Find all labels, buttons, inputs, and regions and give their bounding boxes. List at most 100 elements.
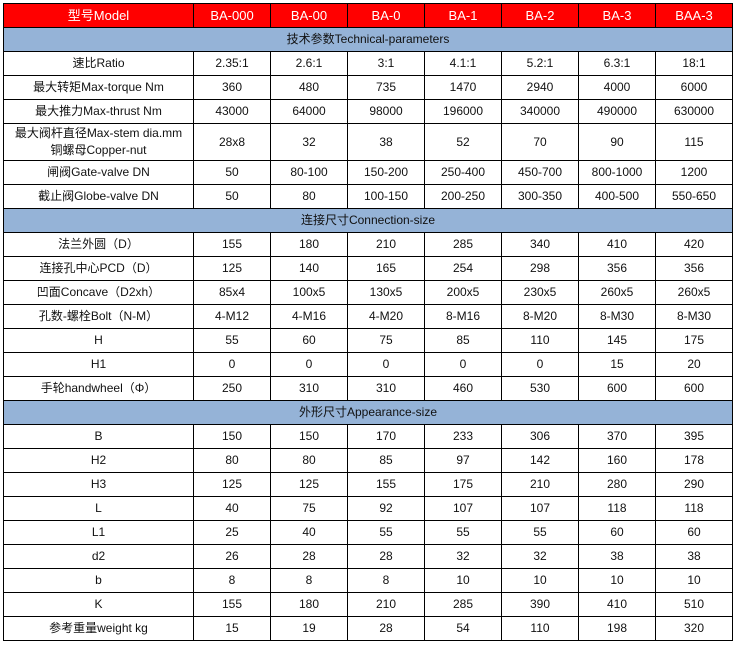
table-cell: 165: [347, 256, 425, 281]
table-row: 截止阀Globe-valve DN 50 80 100-150 200-250 300-3…: [3, 184, 733, 209]
table-row: 连接孔中心PCD（D） 125 140 165 254 298 356 356: [3, 256, 733, 281]
table-cell: 100-150: [347, 184, 425, 209]
table-cell: 85: [347, 448, 425, 473]
table-cell: 0: [270, 352, 348, 377]
table-cell: 360: [193, 75, 271, 100]
table-cell: 5.2:1: [501, 51, 579, 76]
table-cell: 20: [655, 352, 733, 377]
table-cell: 0: [424, 352, 502, 377]
table-cell: 125: [193, 256, 271, 281]
row-label: H: [3, 328, 194, 353]
table-cell: 97: [424, 448, 502, 473]
table-cell: 54: [424, 616, 502, 641]
table-cell: 356: [655, 256, 733, 281]
table-cell: 64000: [270, 99, 348, 124]
row-label: 最大推力Max-thrust Nm: [3, 99, 194, 124]
table-row: 孔数-螺栓Bolt（N-M） 4-M12 4-M16 4-M20 8-M16 8-M20 8…: [3, 304, 733, 329]
model-header-label: 型号Model: [3, 3, 194, 28]
table-cell: 160: [578, 448, 656, 473]
section-header-row: 技术参数Technical-parameters: [3, 27, 733, 52]
table-cell: 32: [501, 544, 579, 569]
table-cell: 8: [193, 568, 271, 593]
table-cell: 2.6:1: [270, 51, 348, 76]
table-cell: 8-M30: [578, 304, 656, 329]
table-cell: 230x5: [501, 280, 579, 305]
table-cell: 60: [578, 520, 656, 545]
table-cell: 80: [270, 448, 348, 473]
table-row: 速比Ratio 2.35:1 2.6:1 3:1 4.1:1 5.2:1 6.3:1 18:1: [3, 51, 733, 76]
table-cell: 390: [501, 592, 579, 617]
table-cell: 0: [193, 352, 271, 377]
table-cell: 196000: [424, 99, 502, 124]
table-cell: 107: [501, 496, 579, 521]
table-cell: 125: [270, 472, 348, 497]
model-header-ba-2: BA-2: [501, 3, 579, 28]
table-cell: 28: [347, 544, 425, 569]
table-cell: 85x4: [193, 280, 271, 305]
row-label: 最大转矩Max-torque Nm: [3, 75, 194, 100]
table-cell: 107: [424, 496, 502, 521]
table-cell: 80: [270, 184, 348, 209]
table-cell: 410: [578, 592, 656, 617]
table-cell: 55: [347, 520, 425, 545]
table-cell: 180: [270, 592, 348, 617]
table-cell: 85: [424, 328, 502, 353]
table-cell: 98000: [347, 99, 425, 124]
table-cell: 306: [501, 424, 579, 449]
table-row: L1 25 40 55 55 55 60 60: [3, 520, 733, 545]
table-cell: 175: [655, 328, 733, 353]
table-cell: 28: [270, 544, 348, 569]
table-cell: 1200: [655, 160, 733, 185]
table-cell: 320: [655, 616, 733, 641]
table-cell: 310: [270, 376, 348, 401]
table-cell: 100x5: [270, 280, 348, 305]
model-header-ba-000: BA-000: [193, 3, 271, 28]
table-cell: 92: [347, 496, 425, 521]
row-label: 凹面Concave（D2xh）: [3, 280, 194, 305]
table-row: 最大转矩Max-torque Nm 360 480 735 1470 2940 4000 60…: [3, 75, 733, 100]
table-cell: 340: [501, 232, 579, 257]
table-cell: 170: [347, 424, 425, 449]
row-label: 最大阀杆直径Max-stem dia.mm 铜螺母Copper-nut: [3, 123, 194, 161]
table-cell: 50: [193, 184, 271, 209]
table-cell: 178: [655, 448, 733, 473]
section-title: 外形尺寸Appearance-size: [3, 400, 733, 425]
table-cell: 18:1: [655, 51, 733, 76]
section-header-row: 外形尺寸Appearance-size: [3, 400, 733, 425]
table-cell: 356: [578, 256, 656, 281]
table-cell: 1470: [424, 75, 502, 100]
table-row: 参考重量weight kg 15 19 28 54 110 198 320: [3, 616, 733, 641]
table-cell: 155: [193, 232, 271, 257]
table-row: H 55 60 75 85 110 145 175: [3, 328, 733, 353]
table-cell: 285: [424, 232, 502, 257]
table-cell: 140: [270, 256, 348, 281]
table-row: B 150 150 170 233 306 370 395: [3, 424, 733, 449]
table-cell: 410: [578, 232, 656, 257]
table-cell: 280: [578, 472, 656, 497]
table-cell: 800-1000: [578, 160, 656, 185]
table-cell: 150-200: [347, 160, 425, 185]
table-cell: 4-M12: [193, 304, 271, 329]
table-cell: 510: [655, 592, 733, 617]
row-label: 孔数-螺栓Bolt（N-M）: [3, 304, 194, 329]
table-cell: 8: [270, 568, 348, 593]
table-row: 最大阀杆直径Max-stem dia.mm 铜螺母Copper-nut 28x8 32…: [3, 123, 733, 161]
table-cell: 8: [347, 568, 425, 593]
model-header-ba-1: BA-1: [424, 3, 502, 28]
table-cell: 60: [655, 520, 733, 545]
table-cell: 6000: [655, 75, 733, 100]
row-label-line2: 铜螺母Copper-nut: [50, 143, 147, 157]
table-cell: 490000: [578, 99, 656, 124]
table-cell: 600: [578, 376, 656, 401]
table-row: H1 0 0 0 0 0 15 20: [3, 352, 733, 377]
table-cell: 8-M16: [424, 304, 502, 329]
table-cell: 28: [347, 616, 425, 641]
table-cell: 420: [655, 232, 733, 257]
table-cell: 130x5: [347, 280, 425, 305]
table-cell: 55: [193, 328, 271, 353]
table-cell: 6.3:1: [578, 51, 656, 76]
table-cell: 210: [501, 472, 579, 497]
section-title: 技术参数Technical-parameters: [3, 27, 733, 52]
table-cell: 28x8: [193, 123, 271, 161]
table-cell: 370: [578, 424, 656, 449]
